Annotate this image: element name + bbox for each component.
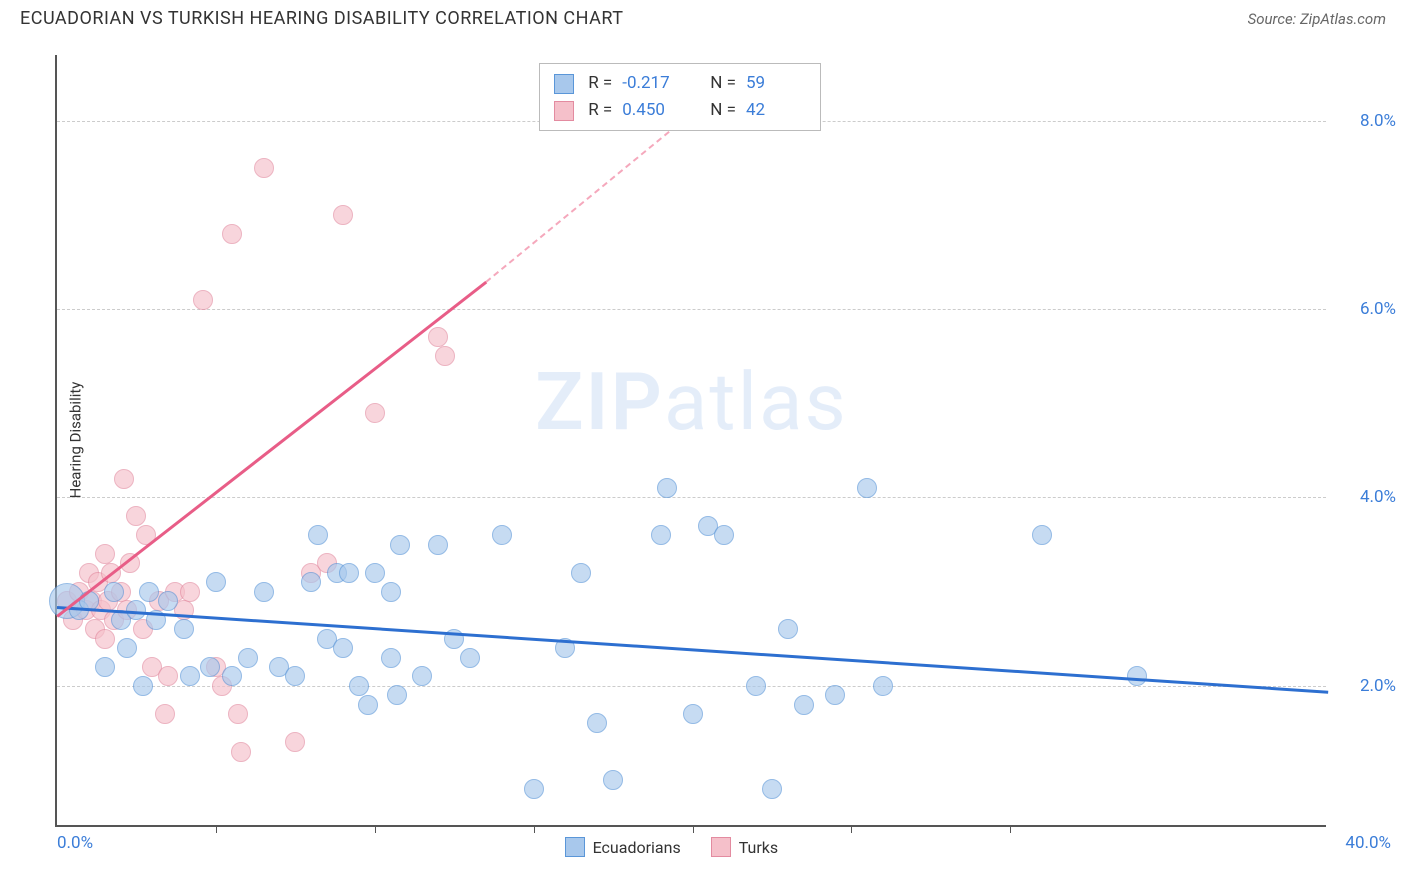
turks-point (126, 506, 146, 526)
swatch-pink (554, 101, 574, 121)
ecuadorians-point (873, 676, 893, 696)
ecuadorians-point (104, 582, 124, 602)
ecuadorians-point (254, 582, 274, 602)
chart-title: ECUADORIAN VS TURKISH HEARING DISABILITY… (20, 8, 624, 29)
ecuadorians-point (139, 582, 159, 602)
ecuadorians-point (778, 619, 798, 639)
x-max-label: 40.0% (1345, 833, 1391, 853)
turks-point (193, 290, 213, 310)
x-tick-mark (375, 825, 376, 833)
stats-row-turks: R = 0.450 N = 42 (554, 97, 806, 124)
ecuadorians-point (117, 638, 137, 658)
ecuadorians-point (308, 525, 328, 545)
watermark: ZIPatlas (535, 355, 848, 449)
y-tick-label: 2.0% (1360, 676, 1396, 696)
legend-swatch-pink (711, 837, 731, 857)
stats-row-ecuadorians: R = -0.217 N = 59 (554, 70, 806, 97)
ecuadorians-point (358, 695, 378, 715)
ecuadorians-point (285, 666, 305, 686)
y-tick-label: 6.0% (1360, 299, 1396, 319)
source-attribution: Source: ZipAtlas.com (1248, 10, 1386, 28)
x-tick-mark (534, 825, 535, 833)
ecuadorians-point (683, 704, 703, 724)
turks-point (231, 742, 251, 762)
ecuadorians-point (714, 525, 734, 545)
turks-point (365, 403, 385, 423)
ecuadorians-point (390, 535, 410, 555)
ecuadorians-point (825, 685, 845, 705)
ecuadorians-point (381, 648, 401, 668)
ecuadorians-point (603, 770, 623, 790)
ecuadorians-point (158, 591, 178, 611)
ecuadorians-point (95, 657, 115, 677)
ecuadorians-point (381, 582, 401, 602)
ecuadorians-point (339, 563, 359, 583)
swatch-blue (554, 74, 574, 94)
ecuadorians-point (857, 478, 877, 498)
legend-item-ecuadorians: Ecuadorians (565, 837, 681, 857)
ecuadorians-point (657, 478, 677, 498)
ecuadorians-point (1032, 525, 1052, 545)
stats-legend: R = -0.217 N = 59 R = 0.450 N = 42 (539, 63, 821, 131)
ecuadorians-point (200, 657, 220, 677)
ecuadorians-point (460, 648, 480, 668)
turks-point (222, 224, 242, 244)
x-min-label: 0.0% (57, 833, 93, 853)
turks-point (95, 629, 115, 649)
turks-point (155, 704, 175, 724)
ecuadorians-point (428, 535, 448, 555)
x-tick-mark (851, 825, 852, 833)
ecuadorians-point (238, 648, 258, 668)
x-tick-mark (216, 825, 217, 833)
turks-point (95, 544, 115, 564)
chart-plot-area: Hearing Disability ZIPatlas 2.0%4.0%6.0%… (55, 55, 1326, 827)
turks-point (435, 346, 455, 366)
turks-point (180, 582, 200, 602)
ecuadorians-point (412, 666, 432, 686)
ecuadorians-point (349, 676, 369, 696)
y-tick-label: 8.0% (1360, 111, 1396, 131)
y-axis-label: Hearing Disability (66, 382, 84, 499)
series-legend: Ecuadorians Turks (565, 837, 779, 857)
ecuadorians-point (301, 572, 321, 592)
x-tick-mark (693, 825, 694, 833)
ecuadorians-point (387, 685, 407, 705)
turks-point (428, 327, 448, 347)
gridline (57, 497, 1326, 498)
ecuadorians-point (492, 525, 512, 545)
ecuadorians-point (524, 779, 544, 799)
ecuadorians-point (794, 695, 814, 715)
turks-point (158, 666, 178, 686)
ecuadorians-point (571, 563, 591, 583)
ecuadorians-point (180, 666, 200, 686)
turks-point (254, 158, 274, 178)
trendline-turks-extrapolated (485, 112, 693, 283)
ecuadorians-point (206, 572, 226, 592)
trendline-turks (56, 281, 486, 617)
legend-swatch-blue (565, 837, 585, 857)
ecuadorians-point (746, 676, 766, 696)
turks-point (114, 469, 134, 489)
ecuadorians-point (133, 676, 153, 696)
ecuadorians-point (174, 619, 194, 639)
ecuadorians-point (1127, 666, 1147, 686)
ecuadorians-point (333, 638, 353, 658)
turks-point (228, 704, 248, 724)
legend-item-turks: Turks (711, 837, 778, 857)
gridline (57, 309, 1326, 310)
ecuadorians-point (762, 779, 782, 799)
ecuadorians-point (651, 525, 671, 545)
turks-point (333, 205, 353, 225)
x-tick-mark (1010, 825, 1011, 833)
turks-point (285, 732, 305, 752)
ecuadorians-point (365, 563, 385, 583)
y-tick-label: 4.0% (1360, 487, 1396, 507)
ecuadorians-point (587, 713, 607, 733)
ecuadorians-point (222, 666, 242, 686)
